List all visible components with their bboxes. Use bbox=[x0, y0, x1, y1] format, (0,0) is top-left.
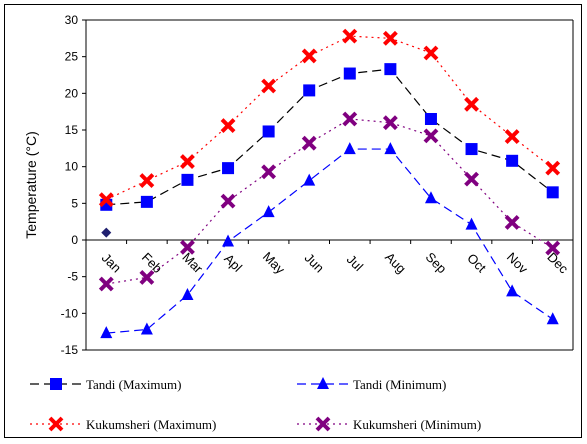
data-point bbox=[220, 118, 236, 134]
data-point bbox=[180, 239, 195, 255]
series-line bbox=[106, 35, 554, 201]
data-point bbox=[180, 154, 195, 169]
data-point bbox=[504, 129, 520, 145]
series-layer bbox=[98, 28, 561, 339]
x-tick-label: Oct bbox=[464, 250, 489, 275]
data-point bbox=[222, 162, 235, 175]
series-tandi-minimum bbox=[100, 142, 559, 339]
y-axis-label: Temperature (°C) bbox=[23, 131, 39, 239]
y-tick-label: 5 bbox=[71, 196, 78, 210]
x-tick-label: Apl bbox=[221, 251, 245, 275]
data-point bbox=[98, 192, 114, 208]
y-tick-label: 15 bbox=[65, 123, 79, 137]
x-tick-label: Jun bbox=[302, 250, 327, 275]
series-tandi-maximum bbox=[100, 63, 559, 211]
data-point bbox=[100, 326, 113, 339]
data-point bbox=[424, 113, 437, 125]
data-point bbox=[343, 67, 356, 80]
data-point bbox=[546, 312, 559, 325]
data-point bbox=[464, 96, 479, 112]
data-point bbox=[384, 63, 397, 76]
y-tick-label: -15 bbox=[61, 343, 79, 357]
legend-marker bbox=[50, 378, 62, 390]
series-kukumsheri-minimum bbox=[98, 111, 561, 292]
chart-frame bbox=[4, 4, 582, 438]
y-tick-label: 30 bbox=[65, 13, 79, 27]
data-point bbox=[342, 111, 358, 127]
x-tick-label: Jul bbox=[344, 252, 366, 274]
data-point bbox=[465, 143, 478, 156]
data-point bbox=[140, 322, 153, 335]
x-tick-label: Sep bbox=[423, 249, 450, 276]
series-line bbox=[106, 148, 554, 334]
legend-label: Kukumsheri (Maximum) bbox=[86, 417, 216, 432]
data-point bbox=[545, 160, 561, 176]
data-point bbox=[504, 214, 520, 230]
legend-marker bbox=[315, 416, 331, 432]
data-point bbox=[261, 78, 277, 94]
data-point bbox=[382, 30, 398, 46]
legend-item-kukumsheri-minimum: Kukumsheri (Minimum) bbox=[297, 416, 481, 432]
data-point bbox=[545, 240, 561, 256]
data-point bbox=[181, 173, 194, 186]
legend-item-tandi-maximum: Tandi (Maximum) bbox=[30, 377, 182, 392]
extra-data-point bbox=[101, 227, 112, 238]
y-tick-label: 0 bbox=[71, 233, 78, 247]
data-point bbox=[424, 191, 437, 204]
data-point bbox=[139, 269, 155, 285]
legend-marker bbox=[48, 416, 64, 432]
legend-label: Kukumsheri (Minimum) bbox=[353, 417, 481, 432]
x-tick-label: Aug bbox=[382, 249, 409, 276]
data-point bbox=[506, 284, 519, 297]
legend-item-kukumsheri-maximum: Kukumsheri (Maximum) bbox=[30, 416, 216, 432]
y-tick-label: -5 bbox=[67, 270, 78, 284]
data-point bbox=[301, 48, 317, 64]
data-point bbox=[261, 164, 277, 180]
data-point bbox=[465, 217, 478, 230]
data-point bbox=[262, 205, 275, 218]
data-point bbox=[342, 28, 358, 44]
data-point bbox=[139, 173, 155, 189]
data-point bbox=[262, 125, 275, 138]
data-point bbox=[98, 276, 114, 292]
data-point bbox=[222, 234, 235, 247]
y-tick-label: 25 bbox=[65, 50, 79, 64]
data-point bbox=[384, 142, 397, 155]
legend-marker bbox=[317, 377, 329, 389]
y-tick-label: 20 bbox=[65, 86, 79, 100]
data-point bbox=[546, 186, 559, 199]
data-point bbox=[301, 135, 317, 151]
data-point bbox=[382, 115, 398, 131]
series-kukumsheri-maximum bbox=[98, 28, 561, 208]
data-point bbox=[303, 84, 316, 97]
data-point bbox=[140, 195, 153, 208]
data-point bbox=[220, 193, 236, 209]
data-point bbox=[343, 142, 356, 155]
x-tick-label: May bbox=[260, 249, 288, 277]
axes bbox=[82, 19, 574, 351]
data-point bbox=[464, 171, 479, 187]
data-point bbox=[303, 173, 316, 186]
y-tick-label: -10 bbox=[61, 306, 79, 320]
series-line bbox=[106, 118, 554, 285]
data-point bbox=[423, 45, 439, 61]
y-tick-label: 10 bbox=[65, 160, 79, 174]
x-tick-label: Nov bbox=[504, 249, 531, 276]
x-tick-label: Jan bbox=[99, 250, 124, 275]
series-line bbox=[106, 68, 554, 206]
legend-label: Tandi (Minimum) bbox=[353, 377, 446, 392]
legend: Tandi (Maximum) Tandi (Minimum) Kukumsheri… bbox=[30, 377, 481, 432]
legend-label: Tandi (Maximum) bbox=[86, 377, 182, 392]
data-point bbox=[506, 154, 519, 167]
data-point bbox=[181, 288, 194, 300]
legend-item-tandi-minimum: Tandi (Minimum) bbox=[297, 377, 446, 392]
data-point bbox=[423, 128, 439, 144]
